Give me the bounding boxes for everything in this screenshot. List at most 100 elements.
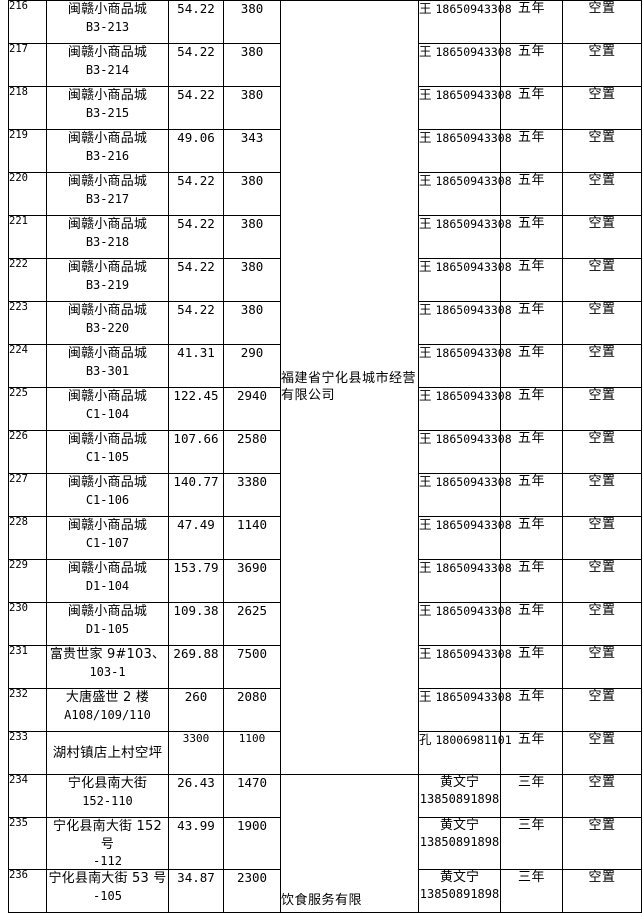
rent-cell: 2080 bbox=[223, 688, 281, 732]
contact-cell: 王 18650943308 bbox=[418, 473, 512, 517]
status-cell: 空置 bbox=[562, 559, 642, 603]
lease-term-cell: 五年 bbox=[500, 86, 563, 130]
rent-cell: 2300 bbox=[223, 869, 281, 913]
property-name-cell: 宁化县南大街 53 号 -105 bbox=[46, 869, 169, 913]
contact-cell: 王 18650943308 bbox=[418, 215, 512, 259]
property-unit-line: B3-218 bbox=[85, 234, 130, 249]
contact-phone: 18650943308 bbox=[435, 389, 512, 403]
property-unit-line: -112 bbox=[93, 854, 122, 869]
contact-name: 王 bbox=[419, 603, 432, 618]
contact-cell: 王 18650943308 bbox=[418, 344, 512, 388]
property-name-line: 宁化县南大街 bbox=[67, 776, 148, 791]
contact-phone: 18650943308 bbox=[435, 561, 512, 575]
property-name-cell: 闽赣小商品城 D1-104 bbox=[46, 559, 169, 603]
property-unit-line: D1-105 bbox=[85, 621, 130, 636]
lease-term-cell: 三年 bbox=[500, 816, 563, 871]
area-cell: 54.22 bbox=[168, 172, 224, 216]
area-cell: 26.43 bbox=[168, 774, 224, 818]
contact-name: 王 bbox=[419, 302, 432, 317]
row-index: 234 bbox=[8, 774, 47, 818]
status-cell: 空置 bbox=[562, 602, 642, 646]
table-row: 224 闽赣小商品城 B3-301 41.31 290 王 18650943308 五年 空置 bbox=[8, 344, 642, 388]
lease-term-cell: 三年 bbox=[500, 869, 563, 913]
row-index: 231 bbox=[8, 645, 47, 689]
area-cell: 49.06 bbox=[168, 129, 224, 173]
contact-name: 黄文宁 bbox=[439, 870, 479, 886]
property-name-line: 闽赣小商品城 bbox=[67, 561, 148, 576]
property-unit-line: B3-301 bbox=[85, 363, 130, 378]
property-unit-line: -105 bbox=[93, 888, 122, 903]
property-unit-line: C1-107 bbox=[85, 535, 130, 550]
status-cell: 空置 bbox=[562, 86, 642, 130]
area-cell: 41.31 bbox=[168, 344, 224, 388]
status-cell: 空置 bbox=[562, 816, 642, 871]
status-cell: 空置 bbox=[562, 43, 642, 87]
contact-cell: 孔 18006981101 bbox=[418, 731, 512, 775]
table-row: 229 闽赣小商品城 D1-104 153.79 3690 王 18650943308 五年… bbox=[8, 559, 642, 603]
lease-term-cell: 五年 bbox=[500, 344, 563, 388]
contact-cell: 王 18650943308 bbox=[418, 258, 512, 302]
row-index: 235 bbox=[8, 816, 47, 871]
rent-cell: 7500 bbox=[223, 645, 281, 689]
property-name-cell: 宁化县南大街 152 号 -112 bbox=[46, 816, 169, 871]
property-unit-line: 152-110 bbox=[82, 793, 133, 808]
contact-phone: 18650943308 bbox=[435, 518, 512, 532]
table-row: 219 闽赣小商品城 B3-216 49.06 343 王 18650943308 五年 空置 bbox=[8, 129, 642, 173]
property-name-cell: 闽赣小商品城 B3-219 bbox=[46, 258, 169, 302]
lease-term-cell: 五年 bbox=[500, 301, 563, 345]
row-index: 216 bbox=[8, 0, 47, 44]
lease-term-cell: 五年 bbox=[500, 559, 563, 603]
contact-cell: 王 18650943308 bbox=[418, 645, 512, 689]
property-name-line: 闽赣小商品城 bbox=[67, 45, 148, 60]
lease-term-cell: 五年 bbox=[500, 0, 563, 44]
lease-term-cell: 五年 bbox=[500, 387, 563, 431]
property-name-cell: 宁化县南大街 152-110 bbox=[46, 774, 169, 818]
property-name-cell: 富贵世家 9#103、 103-1 bbox=[46, 645, 169, 689]
property-name-line: 闽赣小商品城 bbox=[67, 2, 148, 17]
spreadsheet-page: 216 闽赣小商品城 B3-213 54.22 380 福建省宁化县城市经营有限公司王 1… bbox=[8, 0, 642, 913]
contact-phone: 18650943308 bbox=[435, 174, 512, 188]
status-cell: 空置 bbox=[562, 344, 642, 388]
property-unit-line: C1-106 bbox=[85, 492, 130, 507]
table-row: 217 闽赣小商品城 B3-214 54.22 380 王 18650943308 五年 空置 bbox=[8, 43, 642, 87]
status-cell: 空置 bbox=[562, 774, 642, 818]
rent-cell: 1100 bbox=[223, 731, 281, 775]
rent-cell: 1140 bbox=[223, 516, 281, 560]
contact-phone: 18650943308 bbox=[435, 45, 512, 59]
property-unit-line: B3-219 bbox=[85, 277, 130, 292]
row-index: 217 bbox=[8, 43, 47, 87]
property-name-line: 闽赣小商品城 bbox=[67, 260, 148, 275]
property-name-line: 闽赣小商品城 bbox=[67, 389, 148, 404]
property-lease-table: 216 闽赣小商品城 B3-213 54.22 380 福建省宁化县城市经营有限公司王 1… bbox=[8, 0, 642, 913]
contact-phone: 18650943308 bbox=[435, 303, 512, 317]
property-name-cell: 闽赣小商品城 B3-218 bbox=[46, 215, 169, 259]
status-cell: 空置 bbox=[562, 301, 642, 345]
status-cell: 空置 bbox=[562, 258, 642, 302]
row-index: 218 bbox=[8, 86, 47, 130]
contact-phone: 18650943308 bbox=[435, 346, 512, 360]
contact-name: 王 bbox=[419, 388, 432, 403]
property-name-cell: 闽赣小商品城 B3-213 bbox=[46, 0, 169, 44]
lease-term-cell: 五年 bbox=[500, 215, 563, 259]
property-name-cell: 大唐盛世 2 楼 A108/109/110 bbox=[46, 688, 169, 732]
contact-name: 王 bbox=[419, 216, 432, 231]
contact-cell: 王 18650943308 bbox=[418, 516, 512, 560]
property-name-line: 闽赣小商品城 bbox=[67, 131, 148, 146]
contact-name: 王 bbox=[419, 646, 432, 661]
property-name-line: 闽赣小商品城 bbox=[67, 346, 148, 361]
area-cell: 3300 bbox=[168, 731, 224, 775]
contact-phone: 18650943308 bbox=[435, 88, 512, 102]
status-cell: 空置 bbox=[562, 430, 642, 474]
contact-name: 黄文宁 bbox=[439, 775, 479, 790]
area-cell: 54.22 bbox=[168, 215, 224, 259]
contact-phone: 13850891898 bbox=[419, 791, 500, 806]
lease-term-cell: 五年 bbox=[500, 43, 563, 87]
rent-cell: 1900 bbox=[223, 816, 281, 871]
table-row: 225 闽赣小商品城 C1-104 122.45 2940 王 18650943308 五年… bbox=[8, 387, 642, 431]
lease-term-cell: 三年 bbox=[500, 774, 563, 818]
area-cell: 107.66 bbox=[168, 430, 224, 474]
row-index: 232 bbox=[8, 688, 47, 732]
status-cell: 空置 bbox=[562, 516, 642, 560]
contact-phone: 18650943308 bbox=[435, 2, 512, 16]
lease-term-cell: 五年 bbox=[500, 172, 563, 216]
